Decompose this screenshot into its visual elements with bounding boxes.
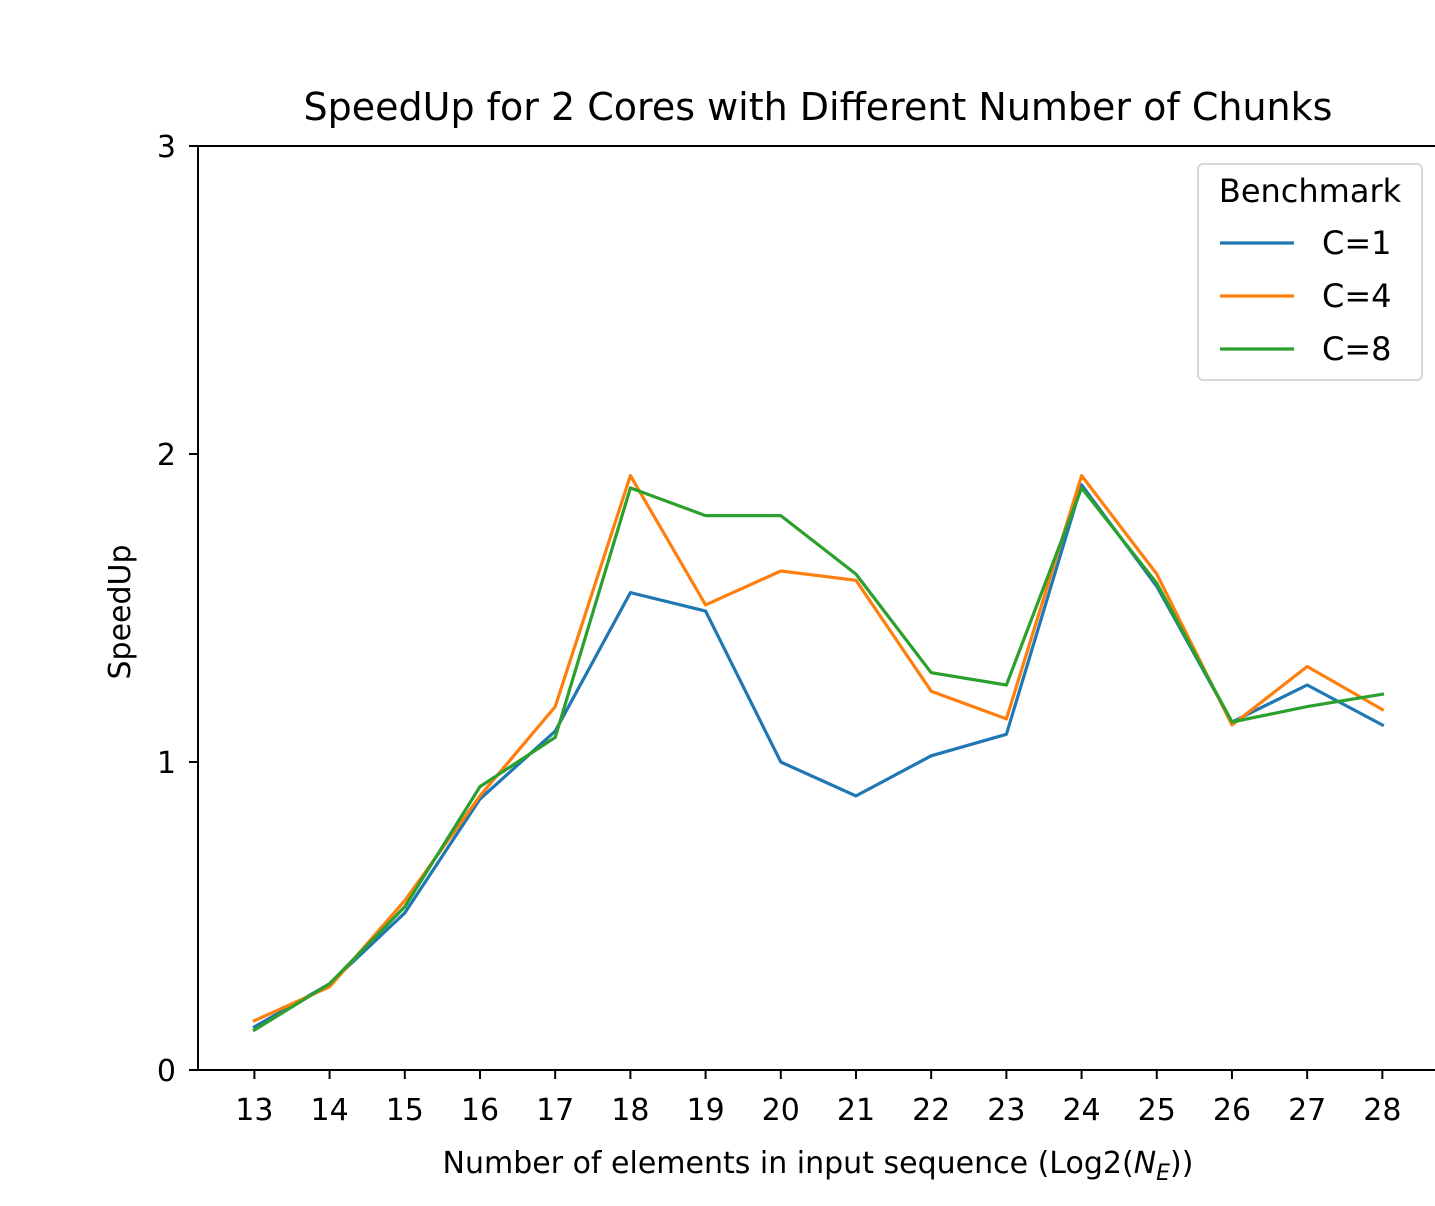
x-axis-label-suffix: )) — [1170, 1146, 1193, 1181]
series-line-c-4 — [252, 474, 1385, 1023]
y-axis-ticks: 0 1 2 3 — [157, 130, 198, 1089]
y-tick-label: 0 — [157, 1054, 176, 1089]
x-axis-label: Number of elements in input sequence (Lo… — [443, 1146, 1194, 1186]
legend: Benchmark C=1 C=4 C=8 — [1197, 163, 1423, 381]
legend-box — [1197, 163, 1423, 381]
x-axis-label-prefix: Number of elements in input sequence (Lo… — [443, 1146, 1134, 1181]
x-tick-label: 26 — [1213, 1093, 1251, 1128]
y-axis-label: SpeedUp — [103, 544, 138, 679]
x-tick-label: 16 — [461, 1093, 499, 1128]
y-tick-label: 3 — [157, 130, 176, 165]
x-axis-label-subscript: E — [1156, 1161, 1170, 1186]
legend-label-c-1: C=1 — [1322, 224, 1392, 262]
series-layer — [252, 474, 1385, 1033]
x-tick-label: 23 — [987, 1093, 1025, 1128]
x-tick-label: 25 — [1138, 1093, 1176, 1128]
legend-label-c-4: C=4 — [1322, 277, 1392, 315]
legend-label-c-8: C=8 — [1322, 330, 1392, 368]
y-tick-label: 1 — [157, 746, 176, 781]
x-tick-label: 21 — [837, 1093, 875, 1128]
x-tick-label: 14 — [311, 1093, 349, 1128]
x-tick-label: 15 — [386, 1093, 424, 1128]
x-tick-label: 18 — [611, 1093, 649, 1128]
series-line-c-8 — [252, 486, 1385, 1033]
x-tick-label: 28 — [1363, 1093, 1401, 1128]
x-tick-label: 24 — [1062, 1093, 1100, 1128]
y-tick-label: 2 — [157, 438, 176, 473]
x-tick-label: 22 — [912, 1093, 950, 1128]
x-tick-label: 19 — [686, 1093, 724, 1128]
x-tick-label: 17 — [536, 1093, 574, 1128]
x-tick-label: 20 — [762, 1093, 800, 1128]
x-tick-label: 27 — [1288, 1093, 1326, 1128]
legend-items: C=1 C=4 C=8 — [1220, 224, 1392, 368]
series-line-c-1 — [252, 483, 1385, 1030]
x-tick-label: 13 — [235, 1093, 273, 1128]
legend-title: Benchmark — [1219, 172, 1402, 210]
x-axis-ticks: 13 14 15 16 17 18 19 20 21 22 23 24 25 26 27 28 — [235, 1070, 1401, 1128]
x-axis-label-variable: N — [1134, 1146, 1156, 1181]
chart-title: SpeedUp for 2 Cores with Different Numbe… — [304, 85, 1333, 129]
